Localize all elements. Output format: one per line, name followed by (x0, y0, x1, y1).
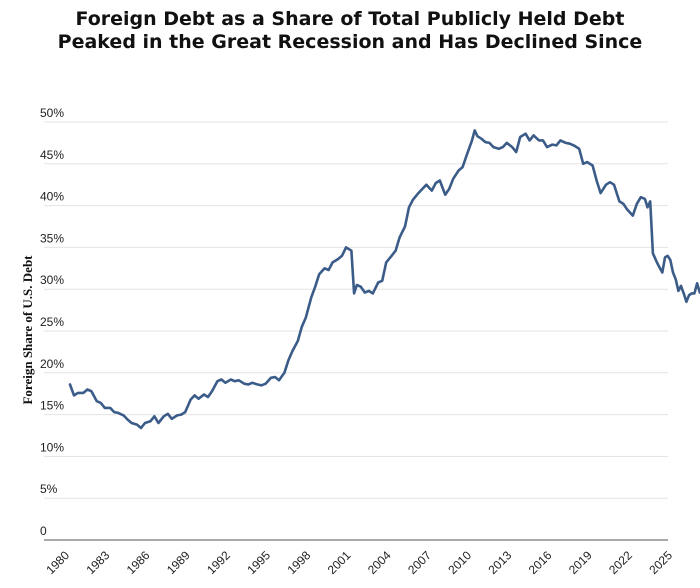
y-tick-label: 50% (40, 106, 64, 120)
x-tick-label: 1980 (43, 548, 72, 577)
chart-title-block: Foreign Debt as a Share of Total Publicl… (0, 8, 700, 54)
x-tick-label: 1992 (204, 548, 233, 577)
y-tick-label: 30% (40, 273, 64, 287)
y-axis-ticks: 0 5% 10% 15% 20% 25% 30% 35% 40% 45% 50% (40, 106, 64, 538)
x-axis-ticks: 1980 1983 1986 1989 1992 1995 1998 2001 2004 2007… (43, 548, 675, 577)
x-tick-label: 2022 (606, 548, 635, 577)
y-axis-label: Foreign Share of U.S. Debt (20, 255, 35, 405)
x-tick-label: 2010 (445, 548, 474, 577)
x-tick-label: 1986 (124, 548, 153, 577)
y-tick-label: 15% (40, 399, 64, 413)
y-tick-label: 35% (40, 231, 64, 245)
y-tick-label: 20% (40, 357, 64, 371)
gridlines (44, 121, 668, 541)
x-tick-label: 2016 (526, 548, 555, 577)
y-tick-label: 5% (40, 482, 58, 496)
x-tick-label: 1983 (84, 548, 113, 577)
series-line-0 (68, 129, 700, 430)
x-tick-label: 1995 (244, 548, 273, 577)
x-tick-label: 1989 (164, 548, 193, 577)
chart-subtitle: Peaked in the Great Recession and Has De… (57, 31, 643, 53)
chart-title: Foreign Debt as a Share of Total Publicl… (75, 8, 625, 30)
x-tick-label: 1998 (285, 548, 314, 577)
x-tick-label: 2007 (405, 548, 434, 577)
y-tick-label: 45% (40, 148, 64, 162)
y-tick-label: 25% (40, 315, 64, 329)
x-tick-label: 2019 (566, 548, 595, 577)
series-lines (68, 129, 700, 430)
x-tick-label: 2004 (365, 548, 394, 577)
y-tick-label: 0 (40, 524, 47, 538)
y-tick-label: 40% (40, 190, 64, 204)
x-tick-label: 2025 (646, 548, 675, 577)
x-tick-label: 2001 (325, 548, 354, 577)
x-tick-label: 2013 (486, 548, 515, 577)
y-tick-label: 10% (40, 440, 64, 454)
